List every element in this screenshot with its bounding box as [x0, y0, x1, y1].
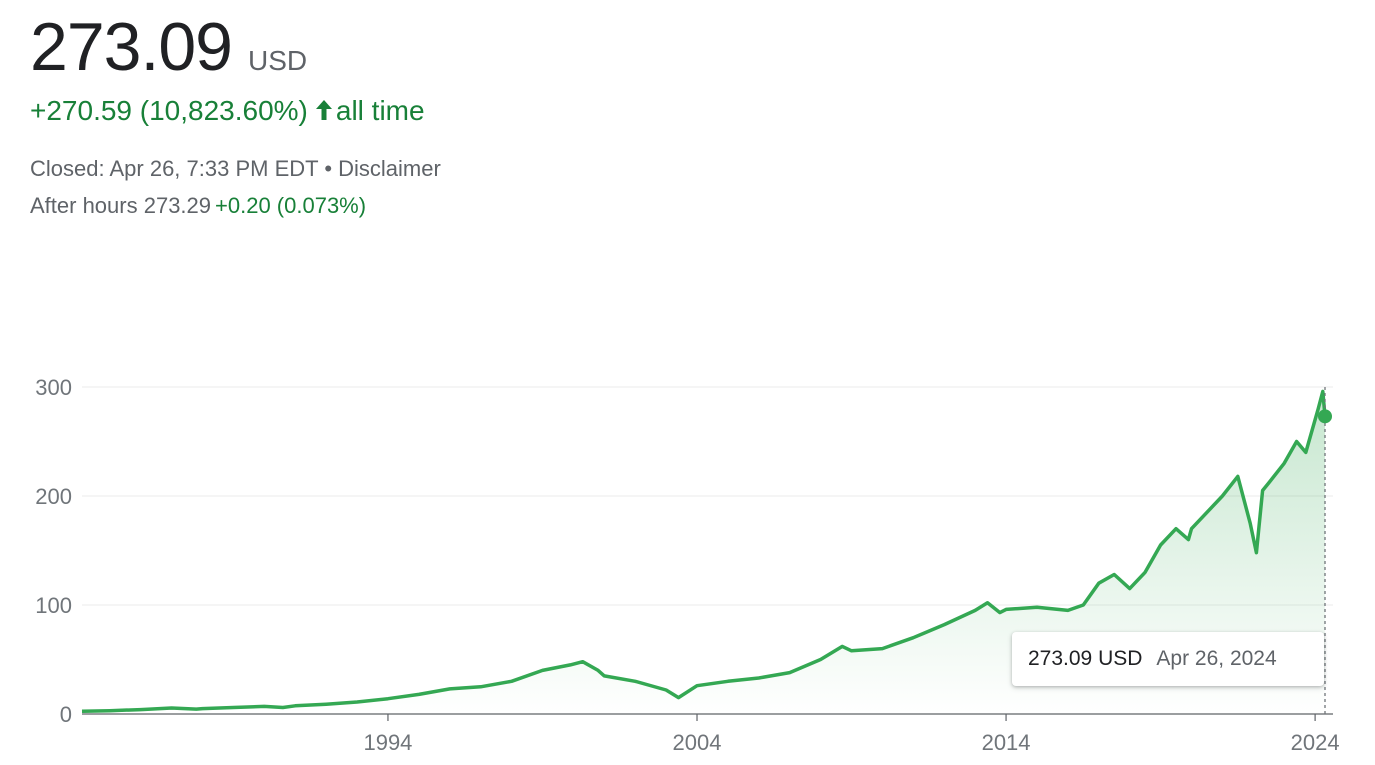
x-tick-label: 2024: [1291, 730, 1340, 755]
x-tick-label: 1994: [363, 730, 412, 755]
x-tick-label: 2004: [673, 730, 722, 755]
current-price: 273.09: [30, 9, 233, 85]
price-chart[interactable]: 0 100 200 300 1994 2004 2014 2024: [0, 360, 1375, 760]
after-hours-info: After hours 273.29 +0.20 (0.073%): [30, 193, 366, 219]
x-tick-label: 2014: [982, 730, 1031, 755]
y-tick-label: 300: [35, 375, 72, 400]
closed-info: Closed: Apr 26, 7:33 PM EDT • Disclaimer: [30, 156, 441, 182]
tooltip-date: Apr 26, 2024: [1156, 647, 1277, 670]
price-change: +270.59 (10,823.60%): [30, 95, 308, 126]
tooltip-price: 273.09 USD: [1028, 647, 1143, 670]
change-row: +270.59 (10,823.60%) all time: [30, 95, 425, 129]
y-tick-label: 100: [35, 593, 72, 618]
currency-label: USD: [247, 45, 308, 76]
disclaimer-link[interactable]: Disclaimer: [338, 156, 441, 181]
current-point-marker: [1318, 409, 1332, 424]
y-tick-label: 0: [60, 702, 72, 727]
price-line: [81, 389, 1327, 714]
price-row: 273.09 USD: [30, 8, 307, 86]
arrow-up-icon: [314, 97, 334, 129]
closed-text: Closed: Apr 26, 7:33 PM EDT: [30, 156, 319, 181]
after-hours-label: After hours 273.29: [30, 193, 212, 218]
separator: •: [324, 156, 333, 181]
after-hours-change: +0.20 (0.073%): [215, 193, 367, 218]
y-tick-label: 200: [35, 484, 72, 509]
period-label: all time: [335, 95, 425, 126]
price-tooltip: 273.09 USD Apr 26, 2024: [1012, 632, 1324, 686]
